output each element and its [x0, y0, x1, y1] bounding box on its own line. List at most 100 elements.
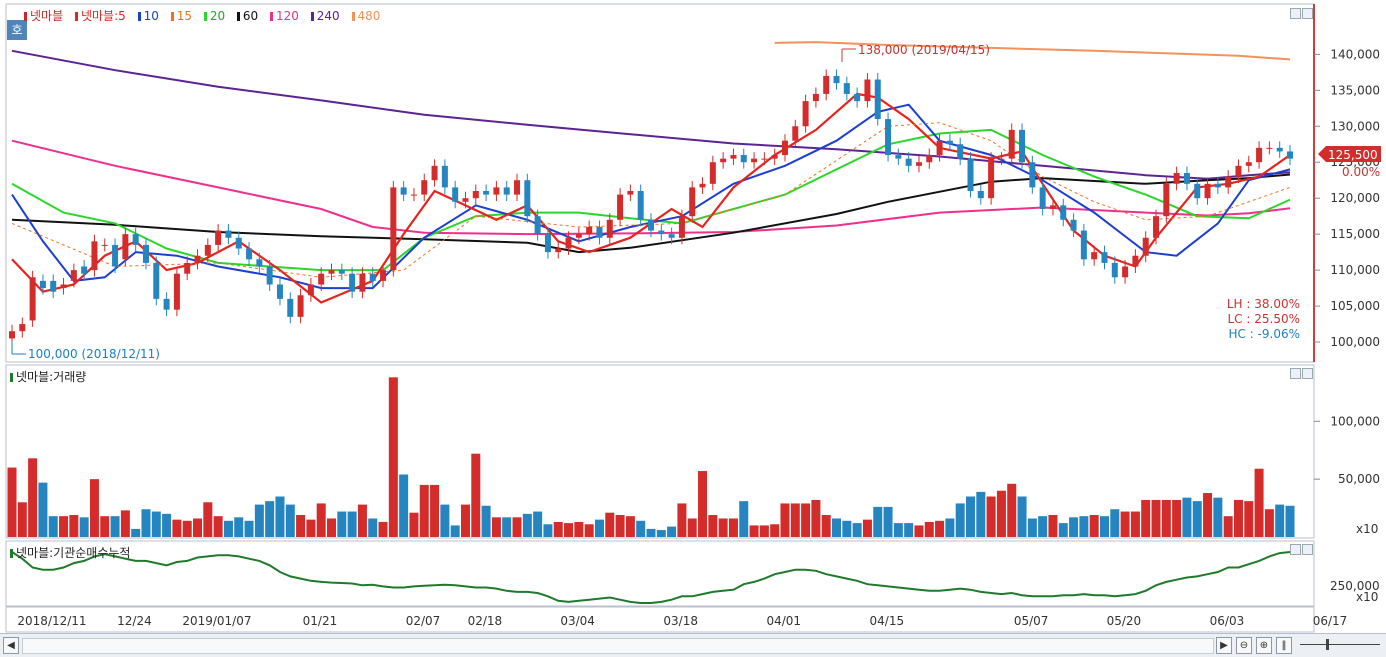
candlestick-series	[9, 69, 1293, 345]
volume-bar	[873, 506, 883, 537]
low-annotation: 100,000 (2018/12/11)	[28, 347, 160, 361]
volume-bar	[1038, 516, 1048, 537]
candle-body	[204, 244, 211, 256]
volume-bar	[955, 503, 965, 537]
volume-bar	[935, 520, 945, 537]
scroll-track[interactable]	[22, 638, 1214, 654]
volume-bar	[213, 516, 223, 537]
flow-pane-maximize-icon[interactable]	[1290, 544, 1301, 555]
legend-item-ma15: 15	[170, 9, 196, 23]
candle-body	[235, 237, 242, 249]
date-tick-label: 2019/01/07	[182, 614, 251, 628]
volume-bar	[564, 523, 574, 537]
volume-pane-maximize-icon[interactable]	[1290, 368, 1301, 379]
price-tick-label: 100,000	[1330, 335, 1380, 349]
candle-body	[1214, 183, 1221, 188]
volume-bar	[151, 511, 161, 537]
chart-scrollbar[interactable]: ◀ ▶ ⊖ ⊕ ‖	[0, 633, 1386, 657]
volume-bar	[862, 519, 872, 537]
candle-body	[400, 187, 407, 195]
volume-bar	[409, 512, 419, 537]
volume-bar	[203, 502, 213, 537]
zoom-slider-handle[interactable]	[1326, 639, 1329, 650]
volume-bar	[182, 520, 192, 537]
candle-body	[544, 234, 551, 253]
price-tick-label: 115,000	[1330, 227, 1380, 241]
candle-body	[101, 244, 108, 246]
date-tick-label: 02/18	[468, 614, 503, 628]
volume-bar	[131, 528, 141, 537]
ho-button[interactable]: 호	[7, 20, 27, 40]
legend-label: 240	[316, 9, 340, 23]
scroll-left-icon[interactable]: ◀	[3, 637, 19, 654]
volume-pane-close-icon[interactable]	[1302, 368, 1313, 379]
candle-body	[184, 262, 191, 274]
volume-bar	[759, 525, 769, 537]
candle-body	[1039, 187, 1046, 209]
candle-body	[483, 191, 490, 195]
candle-body	[709, 162, 716, 184]
volume-bar	[780, 503, 790, 537]
candle-body	[771, 155, 778, 159]
candle-body	[812, 93, 819, 102]
volume-bar	[388, 377, 398, 537]
candle-body	[50, 280, 57, 292]
volume-bar	[543, 524, 553, 537]
flow-pane-close-icon[interactable]	[1302, 544, 1313, 555]
candle-body	[740, 155, 747, 163]
volume-bar	[275, 496, 285, 537]
volume-bar	[1007, 483, 1017, 537]
candle-count-icon[interactable]: ‖	[1276, 637, 1292, 654]
candle-body	[781, 140, 788, 156]
volume-bar	[1099, 516, 1109, 537]
candle-body	[617, 194, 624, 220]
zoom-out-icon[interactable]: ⊖	[1236, 637, 1252, 654]
candle-body	[1173, 173, 1180, 184]
volume-bar	[234, 517, 244, 537]
volume-bar	[1223, 516, 1233, 537]
candle-body	[915, 162, 922, 166]
volume-unit-label: x10	[1356, 522, 1378, 536]
volume-bar	[430, 484, 440, 537]
date-tick-label: 03/04	[560, 614, 595, 628]
volume-bar	[491, 517, 501, 537]
volume-bar	[460, 504, 470, 537]
price-pane-maximize-icon[interactable]	[1290, 8, 1301, 19]
volume-tick-label: 50,000	[1338, 472, 1380, 486]
price-pane-close-icon[interactable]	[1302, 8, 1313, 19]
volume-bar	[17, 502, 27, 537]
volume-bar	[821, 515, 831, 537]
volume-bar	[285, 504, 295, 537]
candle-body	[699, 183, 706, 188]
volume-bar	[1048, 515, 1058, 537]
volume-bar	[945, 518, 955, 537]
volume-bar	[419, 484, 429, 537]
candle-body	[276, 284, 283, 299]
volume-bar	[1233, 499, 1243, 537]
candle-body	[555, 248, 562, 253]
legend-label: 10	[143, 9, 159, 23]
candle-body	[720, 158, 727, 163]
volume-bar	[924, 521, 934, 537]
volume-bar	[1182, 497, 1192, 537]
candle-body	[246, 248, 253, 260]
candle-body	[266, 266, 273, 285]
volume-bar	[1213, 497, 1223, 537]
candle-body	[338, 270, 345, 274]
volume-bar	[574, 521, 584, 537]
candle-body	[173, 273, 180, 310]
legend-item-ma120: 120	[270, 9, 303, 23]
volume-bar	[832, 518, 842, 537]
volume-bar	[1203, 493, 1213, 537]
legend-label: 넷마블:5	[80, 9, 126, 23]
date-tick-label: 2018/12/11	[17, 614, 86, 628]
zoom-slider[interactable]	[1300, 644, 1380, 645]
volume-bar	[357, 504, 367, 537]
candle-body	[957, 144, 964, 159]
candle-body	[596, 226, 603, 238]
scroll-right-icon[interactable]: ▶	[1216, 637, 1232, 654]
volume-bar	[904, 523, 914, 537]
candle-body	[648, 219, 654, 231]
zoom-in-icon[interactable]: ⊕	[1256, 637, 1272, 654]
